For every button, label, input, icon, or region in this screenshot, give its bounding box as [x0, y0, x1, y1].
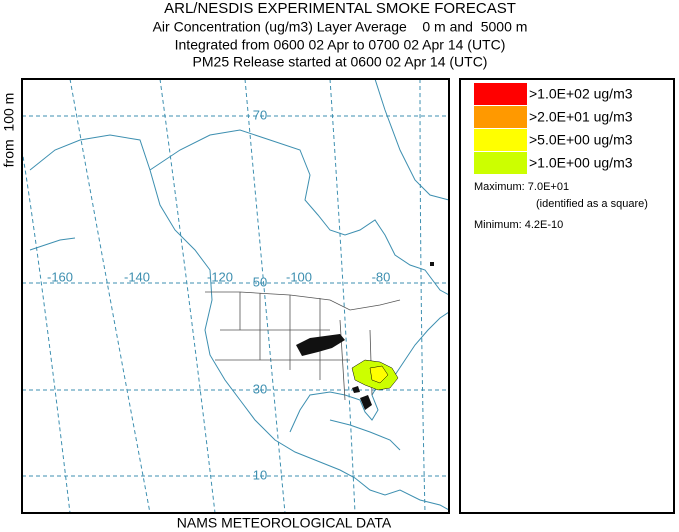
coastline	[29, 134, 449, 511]
footer: NAMS METEOROLOGICAL DATA	[177, 515, 392, 531]
longitude-label: -100	[286, 269, 312, 284]
smoke-patch	[296, 334, 345, 356]
coastline	[329, 419, 401, 451]
coastline	[149, 129, 449, 296]
longitude-label: -80	[372, 269, 391, 284]
coastline	[374, 79, 449, 201]
latitude-label: 30	[253, 381, 267, 396]
meridian	[69, 79, 151, 513]
meridian	[159, 79, 216, 513]
legend-frame	[459, 78, 675, 514]
legend-label: >1.0E+00 ug/m3	[529, 155, 633, 171]
legend-swatch	[474, 152, 527, 174]
maximum: Maximum: 7.0E+01	[474, 181, 569, 193]
meridian	[244, 79, 286, 513]
title: ARL/NESDIS EXPERIMENTAL SMOKE FORECAST	[164, 0, 516, 17]
longitude-label: -120	[207, 269, 233, 284]
meridian	[419, 79, 426, 513]
legend-swatch	[474, 106, 527, 128]
legend-swatch	[474, 83, 527, 105]
legend: >1.0E+02 ug/m3 >2.0E+01 ug/m3 >5.0E+00 ug/…	[459, 78, 675, 514]
legend-swatch	[474, 129, 527, 151]
side-label: from 100 m	[1, 93, 17, 168]
latitude-label: 50	[253, 274, 267, 289]
map-frame	[21, 78, 450, 514]
legend-label: >5.0E+00 ug/m3	[529, 132, 633, 148]
map-features	[22, 79, 449, 513]
legend-label: >2.0E+01 ug/m3	[529, 109, 633, 125]
longitude-label: -160	[47, 269, 73, 284]
latitude-label: 10	[253, 467, 267, 482]
meridian	[329, 79, 356, 513]
legend-label: >1.0E+02 ug/m3	[529, 86, 633, 102]
smoke-patch	[352, 262, 434, 410]
coastline	[289, 311, 449, 433]
subtitle: Air Concentration (ug/m3) Layer Average …	[153, 19, 528, 35]
latitude-label: 70	[253, 107, 267, 122]
maximum-note: (identified as a square)	[536, 198, 648, 210]
minimum: Minimum: 4.2E-10	[474, 219, 563, 231]
map: -160 -140 -120 -100 -80 70 50 30 10	[21, 78, 450, 514]
coastline	[29, 237, 76, 251]
subtitle: PM25 Release started at 0600 02 Apr 14 (…	[193, 54, 488, 70]
smoke-patch	[369, 365, 389, 384]
meridian	[22, 149, 71, 513]
longitude-label: -140	[124, 269, 150, 284]
subtitle: Integrated from 0600 02 Apr to 0700 02 A…	[175, 37, 506, 53]
